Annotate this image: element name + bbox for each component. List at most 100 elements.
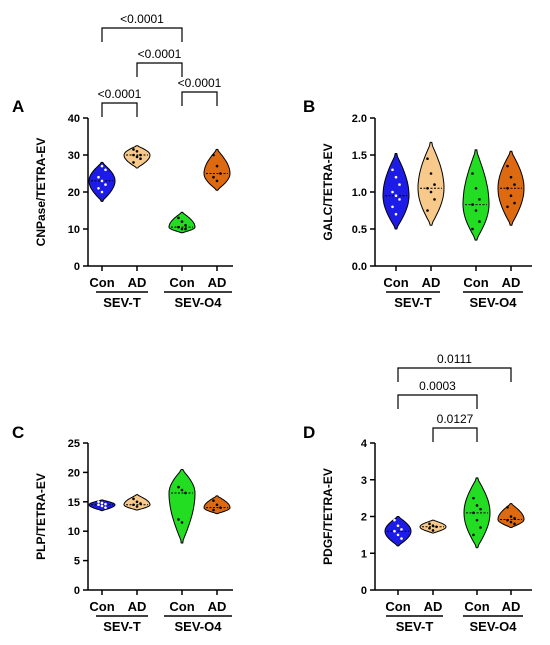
data-point [513,522,516,526]
data-point [398,198,401,201]
y-tick-label: 1.0 [352,187,367,199]
x-category-label: AD [128,275,147,290]
y-tick-label: 0 [74,261,80,273]
y-tick-label: 2.0 [352,113,367,125]
group-label: SEV-O4 [175,295,223,310]
y-axis-label: CNPase/TETRA-EV [34,138,48,247]
data-point [104,183,107,186]
data-point [104,502,107,506]
data-point [479,526,482,529]
y-tick-label: 0 [74,585,80,597]
data-point [215,164,219,168]
data-point [509,515,513,518]
x-category-label: Con [463,275,488,290]
x-category-label: AD [208,275,227,290]
data-point [506,518,509,522]
y-axis-label: GALC/TETRA-EV [321,143,335,240]
violin [417,141,445,226]
panel-letter: A [12,97,24,116]
data-point [506,187,509,190]
data-point [506,164,509,168]
y-tick-label: 1 [361,548,367,560]
data-point [431,529,435,532]
data-point [472,511,475,515]
x-category-label: AD [128,599,147,614]
group-label: SEV-O4 [175,619,223,634]
p-value-label: 0.0003 [419,379,456,393]
data-point [394,212,398,216]
significance-bracket [181,91,218,106]
panel-letter: D [303,423,315,442]
y-tick-label: 10 [68,224,80,236]
data-point [180,488,184,492]
x-category-label: Con [385,599,410,614]
data-point [177,225,180,229]
data-point [400,537,403,540]
data-point [431,524,435,527]
data-point [97,503,100,507]
data-point [135,150,139,153]
x-category-label: AD [208,599,227,614]
panel-c: C PLP/TETRA-EV 0 5 10 15 20 25 Con AD Con AD SEV-T SE… [12,423,233,634]
significance-bracket [136,62,183,77]
significance-bracket [101,102,138,117]
data-point [100,179,104,183]
x-category-label: Con [169,275,194,290]
data-point [219,506,222,509]
y-axis-label: PDGF/TETRA-EV [321,468,335,565]
data-point [132,503,135,507]
x-category-label: AD [502,599,521,614]
p-value-label: 0.0194 [159,0,196,3]
data-point [139,157,142,160]
group-label: SEV-T [103,295,141,310]
data-point [212,175,215,179]
y-tick-label: 3 [361,475,367,487]
data-point [184,491,187,495]
data-point [104,168,107,172]
group-label: SEV-O4 [470,295,518,310]
data-point [509,194,513,197]
data-point [132,153,135,157]
data-point [428,522,431,526]
data-point [212,153,215,157]
data-point [506,205,509,209]
data-point [426,157,429,160]
y-tick-label: 0.0 [352,261,367,273]
data-point [212,499,215,502]
y-tick-label: 5 [74,556,80,568]
data-point [472,496,475,500]
data-point [479,507,482,511]
group-label: SEV-T [396,619,434,634]
p-value-label: <0.0001 [178,76,222,90]
data-point [132,148,135,151]
data-point [398,183,401,186]
data-point [100,164,104,168]
data-point [100,190,104,194]
x-category-label: AD [424,599,443,614]
panel-letter: C [12,423,24,442]
data-point [400,528,403,531]
data-point [100,504,104,508]
data-point [426,187,429,190]
data-point [180,227,184,231]
p-value-label: 0.0111 [437,352,472,366]
y-tick-label: 40 [68,113,80,125]
data-point [394,175,398,179]
y-tick-label: 2 [361,512,367,524]
data-point [135,155,139,159]
data-point [428,526,431,530]
y-tick-label: 4 [361,438,368,450]
data-point [212,508,215,512]
y-tick-label: 30 [68,150,80,162]
data-point [396,533,400,537]
data-point [435,525,438,529]
data-point [132,161,135,164]
data-point [471,172,474,175]
data-point [97,500,100,504]
significance-bracket [397,394,478,409]
y-tick-label: 0 [361,585,367,597]
data-point [135,505,139,508]
data-point [433,183,436,186]
y-tick-label: 25 [68,438,80,450]
